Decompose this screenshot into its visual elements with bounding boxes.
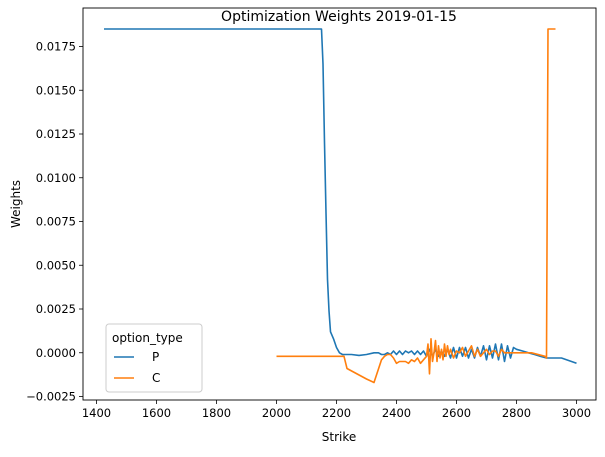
y-tick-label: 0.0000	[36, 346, 76, 360]
x-tick-label: 1800	[202, 406, 231, 420]
x-tick-label: 1600	[142, 406, 171, 420]
x-axis-label: Strike	[322, 430, 357, 444]
y-axis-label: Weights	[9, 180, 23, 228]
series-line-p	[104, 28, 577, 365]
legend-label-c: C	[152, 371, 160, 385]
series-layer	[104, 28, 577, 384]
x-tick-label: 2400	[382, 406, 411, 420]
x-tick-label: 2600	[442, 406, 471, 420]
x-tick-label: 2200	[322, 406, 351, 420]
y-tick-label: 0.0050	[36, 258, 76, 272]
y-tick-label: 0.0150	[36, 83, 76, 97]
y-tick-label: 0.0100	[36, 171, 76, 185]
legend: option_type P C	[105, 323, 203, 393]
y-tick-label: 0.0075	[36, 215, 76, 229]
y-axis-ticks: −0.0025 0.0000 0.0025 0.0050 0.0075 0.0100 0.0…	[26, 40, 83, 404]
y-tick-label: 0.0025	[36, 302, 76, 316]
x-tick-label: 2800	[502, 406, 531, 420]
legend-title: option_type	[112, 331, 183, 345]
y-tick-label: 0.0125	[36, 127, 76, 141]
x-tick-label: 1400	[82, 406, 111, 420]
x-tick-label: 2000	[262, 406, 291, 420]
series-line-c	[276, 28, 556, 384]
x-tick-label: 3000	[562, 406, 591, 420]
y-tick-label: −0.0025	[26, 390, 76, 404]
plot-frame	[82, 7, 597, 401]
x-axis-ticks: 1400 1600 1800 2000 2200 2400 2600 2800 3000	[82, 400, 591, 420]
legend-label-p: P	[152, 350, 159, 364]
chart-title: Optimization Weights 2019-01-15	[221, 9, 457, 25]
legend-box	[105, 323, 203, 393]
y-tick-label: 0.0175	[36, 40, 76, 54]
